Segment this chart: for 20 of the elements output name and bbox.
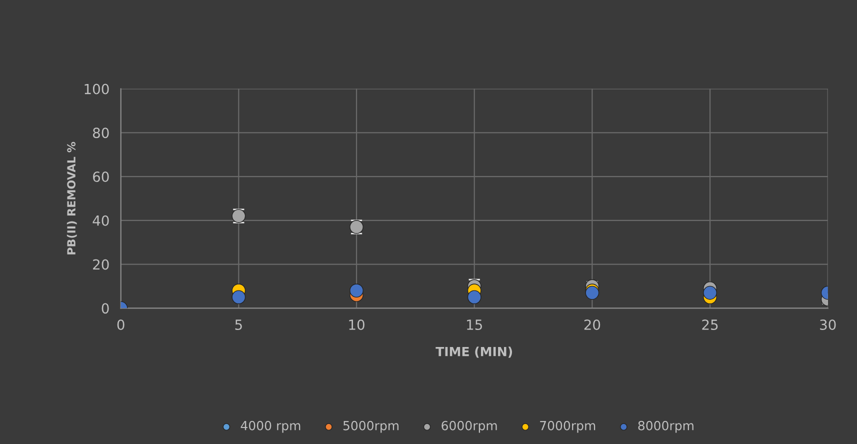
legend-label: 6000rpm bbox=[442, 420, 497, 433]
y-tick-label: 80 bbox=[92, 128, 109, 138]
y-tick-label: 60 bbox=[93, 172, 109, 182]
x-tick-label: 30 bbox=[820, 319, 836, 330]
x-tick-label: 5 bbox=[235, 320, 242, 330]
y-tick-label: 20 bbox=[93, 259, 109, 270]
y-tick-label: 0 bbox=[102, 303, 109, 314]
x-axis-title: TIME (MIN) bbox=[436, 346, 512, 358]
x-tick-label: 20 bbox=[584, 319, 600, 330]
legend-label: 4000 rpm bbox=[240, 420, 300, 433]
legend-label: 8000rpm bbox=[638, 420, 694, 433]
x-tick-label: 25 bbox=[702, 319, 718, 330]
y-tick-label: 100 bbox=[84, 84, 109, 94]
y-axis-title: PB(II) REMOVAL % bbox=[66, 142, 77, 254]
x-tick-label: 10 bbox=[349, 319, 364, 330]
x-tick-label: 0 bbox=[117, 319, 124, 330]
legend-label: 5000rpm bbox=[343, 420, 398, 433]
x-tick-label: 15 bbox=[467, 320, 482, 330]
y-tick-label: 40 bbox=[92, 215, 109, 226]
legend-label: 7000rpm bbox=[540, 420, 596, 433]
